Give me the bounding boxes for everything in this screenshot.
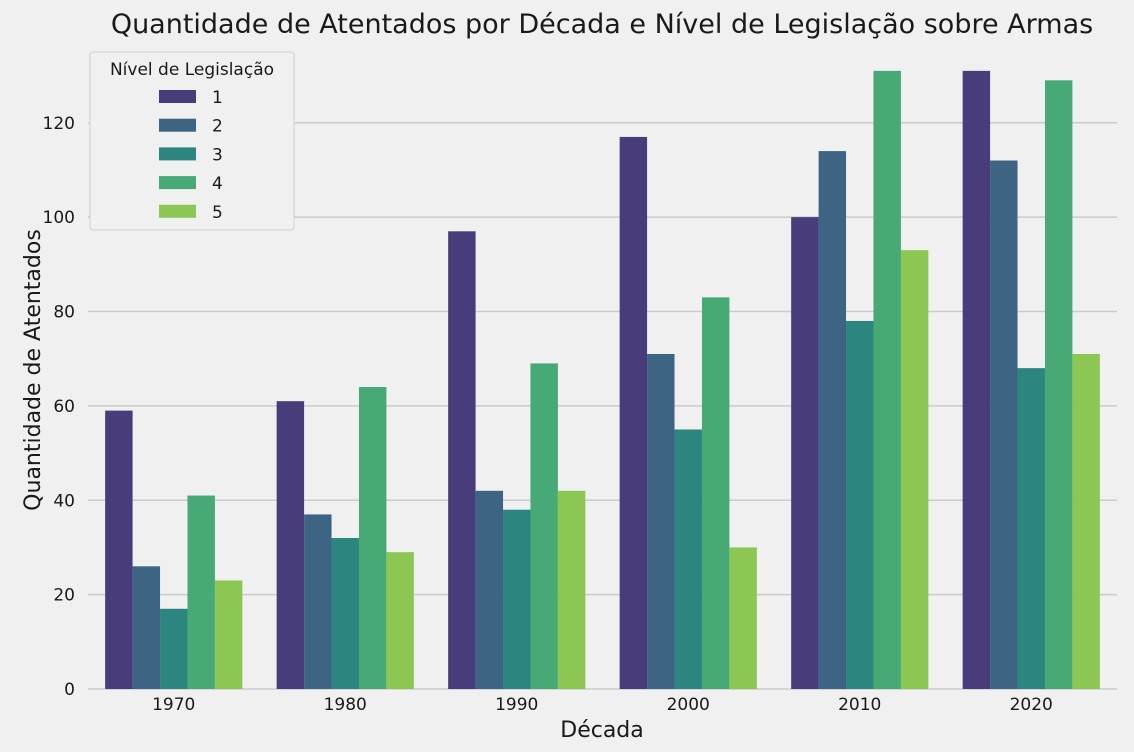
x-tick-label: 2020 — [1010, 695, 1053, 715]
x-tick-label: 1990 — [495, 695, 538, 715]
bar-2000-level-4 — [701, 297, 730, 689]
bar-1990-level-3 — [503, 509, 531, 689]
bar-2010-level-2 — [818, 151, 847, 690]
bar-2000-level-3 — [674, 429, 702, 689]
x-axis-ticks: 1970 1980 1990 2000 2010 2020 — [152, 695, 1053, 715]
legend-title: Nível de Legislação — [110, 60, 274, 80]
x-tick-label: 1980 — [324, 695, 367, 715]
bars — [105, 70, 1100, 690]
bar-2000-level-1 — [619, 136, 648, 689]
x-tick-label: 1970 — [152, 695, 195, 715]
chart-title: Quantidade de Atentados por Década e Nív… — [111, 9, 1093, 40]
bar-2010-level-1 — [791, 217, 819, 690]
y-axis-title: Quantidade de Atentados — [21, 229, 46, 511]
legend-swatch-1 — [159, 90, 196, 103]
legend-label-4: 4 — [212, 174, 223, 194]
bar-2020-level-3 — [1017, 368, 1045, 689]
bar-1990-level-1 — [448, 231, 476, 689]
legend-swatch-3 — [159, 147, 196, 161]
bar-2010-level-4 — [873, 70, 901, 689]
legend-label-2: 2 — [212, 117, 223, 137]
x-axis-title: Década — [560, 718, 644, 743]
bar-1980-level-3 — [331, 538, 359, 689]
bar-1970-level-5 — [214, 580, 243, 689]
legend-label-5: 5 — [212, 203, 223, 223]
bar-1990-level-4 — [530, 363, 558, 689]
bar-2010-level-5 — [900, 250, 929, 689]
legend-swatch-4 — [159, 176, 196, 190]
x-tick-label: 2000 — [667, 695, 710, 715]
bar-1970-level-2 — [132, 566, 161, 689]
y-tick-label: 0 — [64, 680, 75, 700]
y-tick-label: 20 — [53, 586, 75, 606]
bar-2000-level-2 — [647, 353, 675, 689]
bar-2000-level-5 — [729, 547, 757, 689]
bar-1970-level-3 — [160, 608, 188, 689]
legend: Nível de Legislação 1 2 3 4 5 — [89, 51, 295, 231]
y-tick-label: 80 — [53, 303, 75, 323]
y-axis-ticks: 0 20 40 60 80 100 120 — [43, 114, 75, 700]
y-tick-label: 120 — [43, 114, 75, 134]
bar-1970-level-4 — [187, 495, 215, 689]
bar-1980-level-5 — [386, 552, 414, 689]
bar-2020-level-1 — [962, 70, 991, 689]
legend-label-3: 3 — [212, 145, 223, 165]
y-tick-label: 60 — [53, 397, 75, 417]
bar-1980-level-2 — [304, 514, 332, 689]
legend-label-1: 1 — [212, 88, 223, 108]
y-tick-label: 40 — [53, 491, 75, 511]
y-tick-label: 100 — [43, 208, 75, 228]
bar-2010-level-3 — [846, 320, 874, 689]
bar-1980-level-4 — [358, 387, 387, 689]
bar-1980-level-1 — [276, 401, 305, 689]
legend-items: 1 2 3 4 5 — [159, 88, 223, 223]
gridlines — [88, 122, 1117, 690]
legend-swatch-2 — [159, 118, 196, 132]
bar-2020-level-5 — [1072, 353, 1100, 689]
x-tick-label: 2010 — [838, 695, 881, 715]
bar-2020-level-4 — [1044, 80, 1073, 690]
legend-swatch-5 — [159, 204, 196, 218]
bar-2020-level-2 — [990, 160, 1018, 689]
legend-box — [89, 51, 295, 231]
bar-1990-level-5 — [557, 490, 586, 689]
bar-1990-level-2 — [475, 490, 504, 689]
bar-1970-level-1 — [105, 410, 133, 689]
